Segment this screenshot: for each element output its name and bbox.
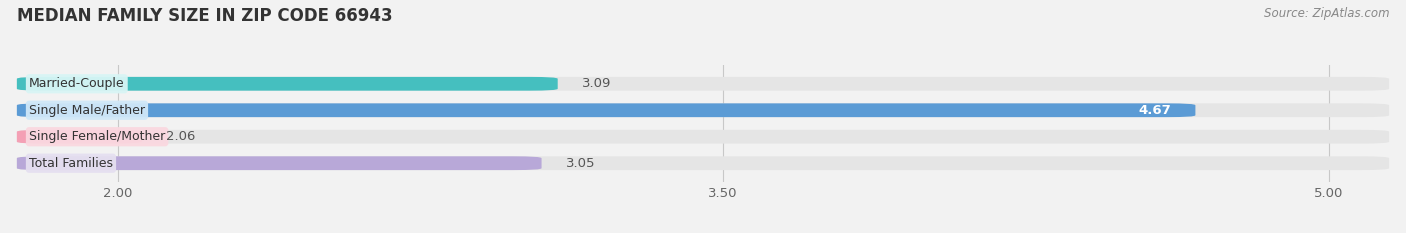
- Text: Source: ZipAtlas.com: Source: ZipAtlas.com: [1264, 7, 1389, 20]
- FancyBboxPatch shape: [17, 156, 1389, 170]
- FancyBboxPatch shape: [17, 77, 1389, 91]
- Text: 4.67: 4.67: [1139, 104, 1171, 117]
- FancyBboxPatch shape: [17, 77, 558, 91]
- Text: Married-Couple: Married-Couple: [30, 77, 125, 90]
- FancyBboxPatch shape: [17, 130, 142, 144]
- Text: Single Female/Mother: Single Female/Mother: [30, 130, 166, 143]
- FancyBboxPatch shape: [17, 103, 1389, 117]
- FancyBboxPatch shape: [17, 130, 1389, 144]
- Text: 3.05: 3.05: [565, 157, 595, 170]
- FancyBboxPatch shape: [17, 103, 1195, 117]
- Text: 3.09: 3.09: [582, 77, 612, 90]
- FancyBboxPatch shape: [17, 156, 541, 170]
- Text: Total Families: Total Families: [30, 157, 112, 170]
- Text: 2.06: 2.06: [166, 130, 195, 143]
- Text: MEDIAN FAMILY SIZE IN ZIP CODE 66943: MEDIAN FAMILY SIZE IN ZIP CODE 66943: [17, 7, 392, 25]
- Text: Single Male/Father: Single Male/Father: [30, 104, 145, 117]
